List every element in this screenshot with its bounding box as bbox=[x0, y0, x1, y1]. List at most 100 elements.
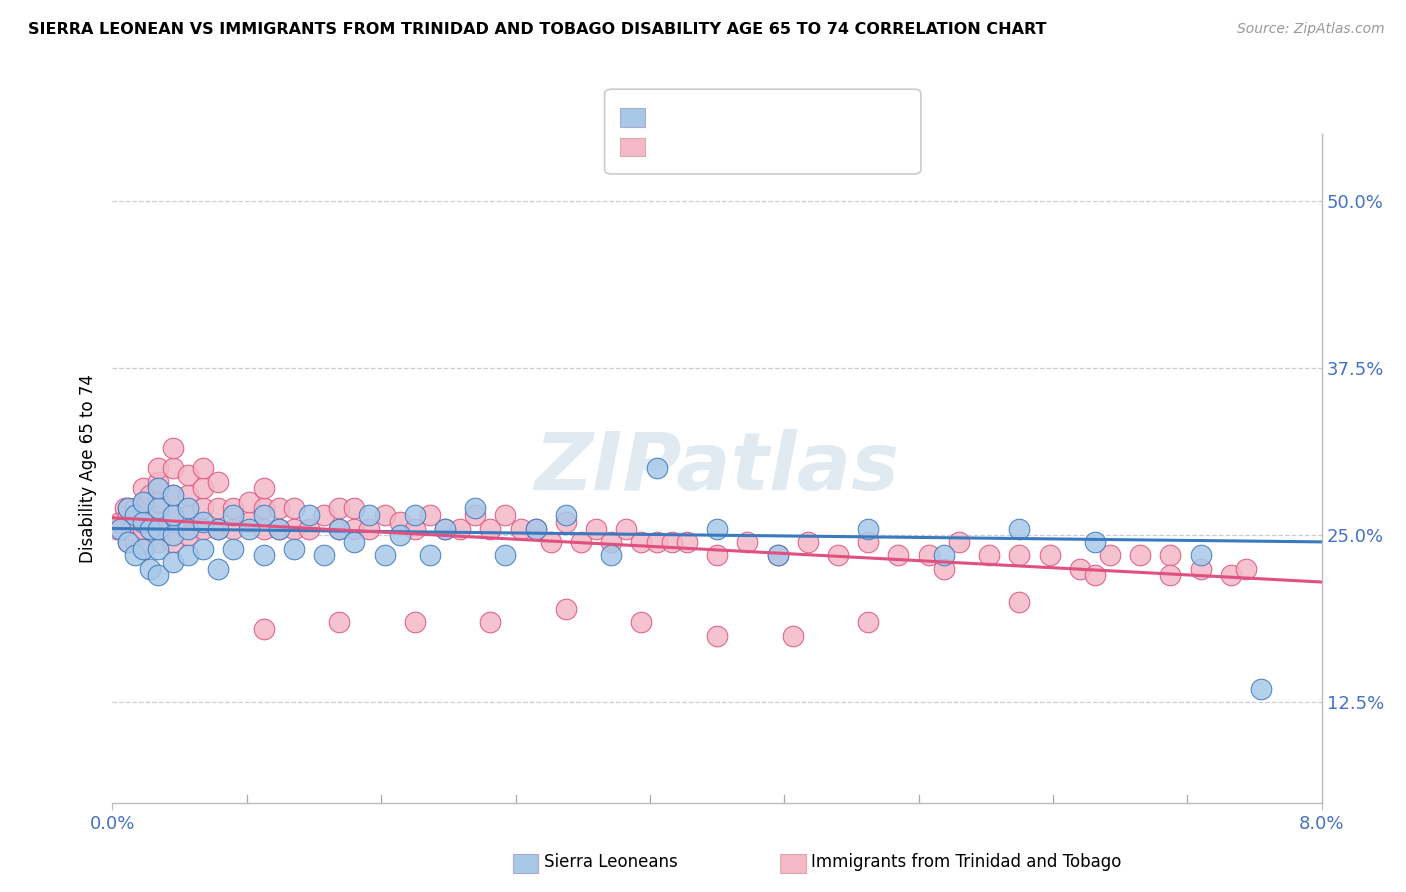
Point bbox=[162, 555, 184, 569]
Point bbox=[554, 508, 576, 523]
Point bbox=[253, 501, 276, 516]
Point bbox=[139, 488, 162, 502]
Point bbox=[706, 548, 728, 563]
Point bbox=[312, 548, 335, 563]
Point bbox=[782, 629, 804, 643]
Point bbox=[554, 515, 576, 529]
Point bbox=[373, 548, 396, 563]
Point bbox=[222, 521, 245, 535]
Point bbox=[343, 501, 366, 516]
Point bbox=[373, 508, 396, 523]
Point bbox=[124, 535, 146, 549]
Point bbox=[856, 615, 880, 630]
Point bbox=[464, 508, 486, 523]
Point bbox=[1219, 568, 1241, 582]
Point bbox=[267, 501, 290, 516]
Point bbox=[616, 521, 638, 535]
Point bbox=[283, 521, 305, 535]
Point bbox=[162, 508, 184, 523]
Point bbox=[146, 508, 169, 523]
Point bbox=[117, 501, 139, 516]
Point bbox=[706, 629, 728, 643]
Point bbox=[146, 461, 169, 475]
Point bbox=[124, 548, 146, 563]
Point bbox=[932, 548, 955, 563]
Point bbox=[524, 521, 547, 535]
Point bbox=[191, 461, 215, 475]
Y-axis label: Disability Age 65 to 74: Disability Age 65 to 74 bbox=[79, 374, 97, 563]
Point bbox=[162, 488, 184, 502]
Point bbox=[146, 494, 169, 508]
Point bbox=[419, 548, 441, 563]
Point bbox=[1008, 595, 1031, 609]
Point bbox=[139, 562, 162, 576]
Point bbox=[132, 482, 155, 496]
Point bbox=[191, 521, 215, 535]
Point bbox=[1084, 535, 1107, 549]
Point bbox=[117, 535, 139, 549]
Point bbox=[433, 521, 456, 535]
Point bbox=[495, 548, 517, 563]
Point bbox=[283, 541, 305, 556]
Point bbox=[328, 521, 350, 535]
Point bbox=[600, 535, 623, 549]
Point bbox=[146, 482, 169, 496]
Point bbox=[343, 521, 366, 535]
Point bbox=[117, 501, 139, 516]
Point bbox=[108, 521, 131, 535]
Point bbox=[253, 521, 276, 535]
Point bbox=[449, 521, 471, 535]
Point bbox=[1159, 548, 1181, 563]
Point bbox=[267, 521, 290, 535]
Point bbox=[675, 535, 697, 549]
Point bbox=[283, 501, 305, 516]
Point bbox=[191, 501, 215, 516]
Point bbox=[253, 482, 276, 496]
Point bbox=[404, 508, 426, 523]
Point bbox=[177, 528, 200, 542]
Point bbox=[191, 515, 215, 529]
Point bbox=[1189, 562, 1212, 576]
Point bbox=[524, 521, 547, 535]
Point bbox=[328, 615, 350, 630]
Point bbox=[343, 535, 366, 549]
Point bbox=[146, 535, 169, 549]
Point bbox=[253, 508, 276, 523]
Point bbox=[162, 442, 184, 456]
Point bbox=[1129, 548, 1152, 563]
Point bbox=[162, 535, 184, 549]
Point bbox=[464, 501, 486, 516]
Point bbox=[146, 568, 169, 582]
Point bbox=[600, 548, 623, 563]
Point bbox=[298, 508, 321, 523]
Point bbox=[117, 508, 139, 523]
Point bbox=[105, 521, 128, 535]
Point bbox=[121, 521, 143, 535]
Point bbox=[827, 548, 849, 563]
Point bbox=[114, 501, 136, 516]
Point bbox=[124, 501, 146, 516]
Point bbox=[645, 535, 668, 549]
Point bbox=[162, 528, 184, 542]
Point bbox=[177, 468, 200, 483]
Text: Immigrants from Trinidad and Tobago: Immigrants from Trinidad and Tobago bbox=[811, 853, 1122, 871]
Point bbox=[146, 521, 169, 535]
Point bbox=[177, 521, 200, 535]
Point bbox=[540, 535, 562, 549]
Point bbox=[479, 615, 502, 630]
Point bbox=[509, 521, 531, 535]
Point bbox=[495, 508, 517, 523]
Point bbox=[132, 541, 155, 556]
Point bbox=[132, 515, 155, 529]
Point bbox=[796, 535, 818, 549]
Point bbox=[267, 521, 290, 535]
Point bbox=[585, 521, 607, 535]
Point bbox=[1084, 568, 1107, 582]
Text: 108: 108 bbox=[783, 138, 818, 156]
Point bbox=[124, 508, 146, 523]
Point bbox=[479, 521, 502, 535]
Point bbox=[433, 521, 456, 535]
Text: Sierra Leoneans: Sierra Leoneans bbox=[544, 853, 678, 871]
Point bbox=[207, 501, 229, 516]
Point bbox=[645, 461, 668, 475]
